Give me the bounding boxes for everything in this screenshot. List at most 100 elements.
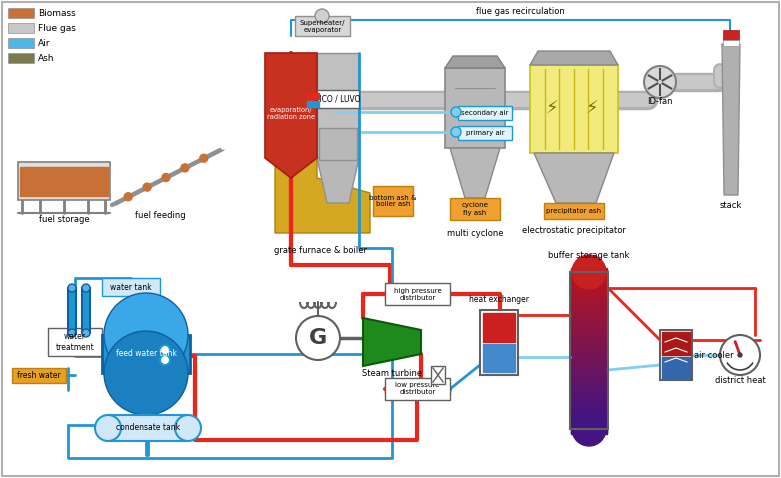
Text: evaporation/
radiation zone: evaporation/ radiation zone — [267, 107, 315, 120]
Circle shape — [315, 9, 329, 23]
Bar — [571, 315, 607, 317]
Circle shape — [451, 107, 461, 117]
Bar — [571, 331, 607, 333]
Bar — [8, 38, 34, 48]
Bar — [571, 345, 607, 347]
Bar — [544, 203, 604, 219]
Bar — [571, 292, 607, 294]
Bar — [571, 276, 607, 278]
Polygon shape — [265, 53, 317, 178]
Bar — [571, 392, 607, 394]
Bar — [319, 128, 357, 160]
Text: ⚡: ⚡ — [546, 100, 558, 118]
Bar — [571, 308, 607, 310]
Bar — [295, 16, 350, 36]
Bar — [571, 379, 607, 381]
Bar — [571, 367, 607, 369]
Circle shape — [175, 415, 201, 441]
Bar — [571, 304, 607, 306]
Bar — [8, 8, 34, 18]
Bar — [571, 394, 607, 396]
Bar — [483, 344, 515, 372]
Bar — [571, 340, 607, 342]
Bar — [458, 106, 512, 120]
Bar — [571, 344, 607, 346]
Bar — [571, 328, 607, 330]
Text: Superheater/
evaporator: Superheater/ evaporator — [300, 20, 345, 33]
Bar — [571, 403, 607, 405]
Bar — [571, 302, 607, 304]
Text: high pressure
distributor: high pressure distributor — [394, 287, 441, 301]
Bar — [571, 336, 607, 338]
Bar — [571, 413, 607, 415]
Text: precipitator ash: precipitator ash — [547, 208, 601, 214]
Bar — [571, 396, 607, 398]
Polygon shape — [534, 153, 614, 203]
Bar — [571, 425, 607, 427]
Circle shape — [68, 284, 76, 292]
Bar — [571, 398, 607, 400]
Circle shape — [82, 329, 90, 337]
Bar — [571, 339, 607, 341]
Text: fuel feeding: fuel feeding — [134, 211, 185, 220]
Text: Steam turbine: Steam turbine — [362, 369, 422, 378]
Bar — [571, 311, 607, 313]
Text: low pressure
distributor: low pressure distributor — [395, 382, 440, 395]
Text: G: G — [308, 328, 327, 348]
Circle shape — [82, 284, 90, 292]
Bar — [571, 314, 607, 316]
Bar — [571, 352, 607, 354]
Text: primary air: primary air — [465, 130, 505, 136]
Text: water tank: water tank — [110, 282, 152, 292]
Bar — [307, 101, 319, 107]
Bar — [571, 337, 607, 339]
Bar — [571, 405, 607, 407]
Bar — [571, 387, 607, 389]
Text: feed water tank: feed water tank — [116, 349, 177, 358]
Circle shape — [162, 174, 170, 182]
Bar — [571, 298, 607, 300]
Text: Biomass: Biomass — [38, 9, 76, 18]
Circle shape — [124, 193, 132, 201]
Bar — [571, 332, 607, 334]
Bar — [8, 23, 34, 33]
Bar — [571, 307, 607, 309]
Bar — [571, 334, 607, 336]
Bar — [68, 288, 76, 333]
Bar — [385, 283, 450, 305]
Bar — [571, 411, 607, 413]
Circle shape — [451, 127, 461, 137]
Bar — [458, 126, 512, 140]
Bar — [571, 285, 607, 287]
Bar — [571, 418, 607, 420]
Bar — [571, 416, 607, 418]
Bar — [571, 412, 607, 414]
Text: electrostatic precipitator: electrostatic precipitator — [522, 226, 626, 235]
Bar — [570, 272, 608, 429]
Bar — [571, 358, 607, 360]
Bar — [571, 376, 607, 378]
Bar — [571, 389, 607, 391]
Bar — [662, 357, 690, 379]
Text: flue gas recirculation: flue gas recirculation — [476, 7, 565, 16]
Polygon shape — [530, 51, 618, 65]
Bar — [723, 30, 739, 40]
Polygon shape — [363, 318, 421, 366]
Bar — [571, 341, 607, 343]
Bar — [571, 313, 607, 315]
Bar — [571, 368, 607, 370]
Bar — [571, 384, 607, 386]
Bar — [571, 366, 607, 368]
Bar — [571, 417, 607, 419]
Text: cyclone
fly ash: cyclone fly ash — [462, 203, 488, 216]
Bar — [571, 365, 607, 367]
Bar — [571, 272, 607, 274]
Circle shape — [160, 345, 170, 355]
Bar — [571, 348, 607, 350]
Bar — [571, 431, 607, 433]
Bar — [571, 318, 607, 320]
Bar — [571, 350, 607, 352]
Bar — [571, 414, 607, 416]
Circle shape — [68, 329, 76, 337]
Bar — [662, 332, 690, 355]
